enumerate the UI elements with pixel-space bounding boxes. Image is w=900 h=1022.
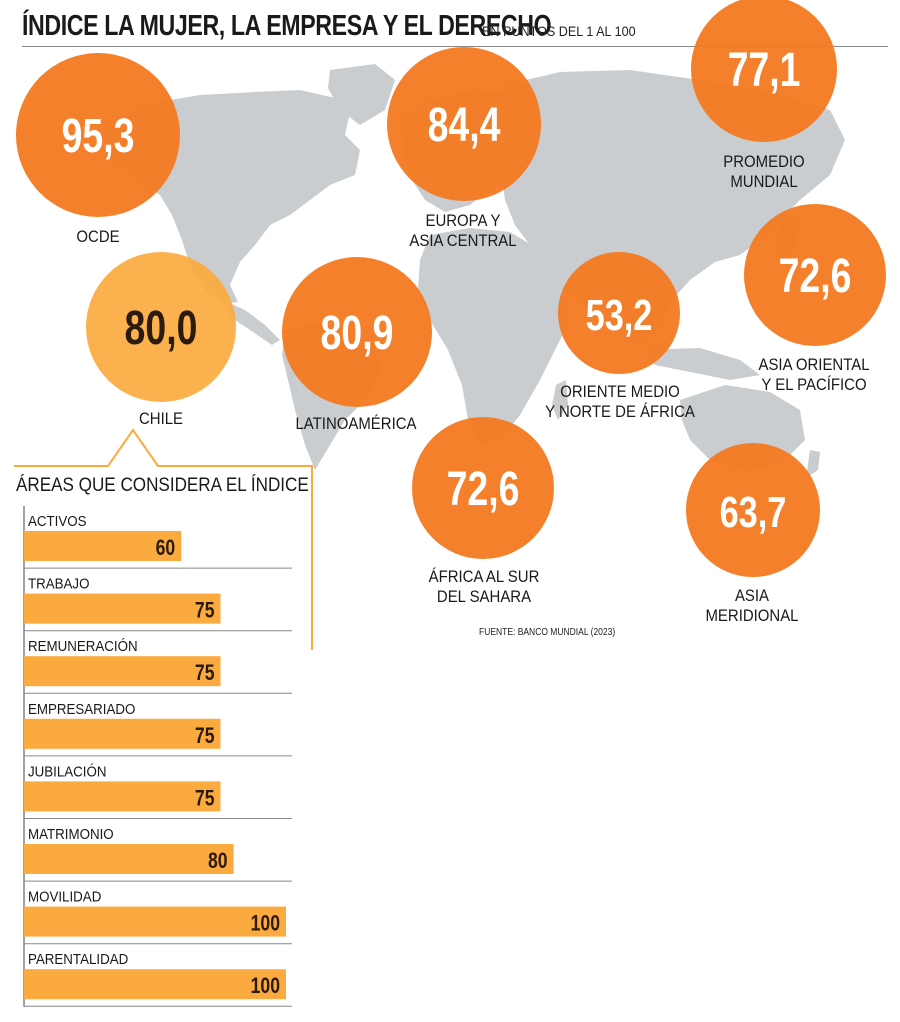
bubble-label: CHILE <box>139 410 183 428</box>
bubble-label: DEL SAHARA <box>437 588 531 606</box>
bubble-latinoamerica: 80,9 LATINOAMÉRICA <box>282 257 432 433</box>
bubble-circle <box>744 204 886 346</box>
bubble-label: EUROPA Y <box>425 212 500 230</box>
bubble-africa-al-sur-del-sahara: 72,6 ÁFRICA AL SUR DEL SAHARA <box>412 417 554 606</box>
bar <box>24 593 221 624</box>
bubble-label: LATINOAMÉRICA <box>296 413 417 433</box>
bubble-chile: 80,0 CHILE <box>86 252 236 428</box>
bubble-value: 80,9 <box>321 307 394 361</box>
bar-row: PARENTALIDAD 100 <box>24 951 292 1007</box>
bar-row: MOVILIDAD 100 <box>24 888 292 945</box>
bar <box>24 656 221 687</box>
bubble-value: 95,3 <box>62 110 135 164</box>
bubble-label: ÁFRICA AL SUR <box>429 566 540 586</box>
bar-value-label: 75 <box>195 724 215 748</box>
bar-row: EMPRESARIADO 75 <box>24 700 292 757</box>
bubble-value: 84,4 <box>428 99 501 153</box>
bubble-circle <box>691 0 837 142</box>
bubble-circle <box>86 252 236 402</box>
bar-category-label: JUBILACIÓN <box>28 763 107 780</box>
bar <box>24 531 182 561</box>
header: ÍNDICE LA MUJER, LA EMPRESA Y EL DERECHO… <box>22 6 888 47</box>
source-note: FUENTE: BANCO MUNDIAL (2023) <box>479 627 616 638</box>
bar-value-label: 60 <box>156 536 176 560</box>
bubble-circle <box>387 47 541 201</box>
bar-category-label: REMUNERACIÓN <box>28 638 138 655</box>
bubble-circle <box>16 53 180 217</box>
bubble-label: MERIDIONAL <box>705 607 798 625</box>
bar-row: REMUNERACIÓN 75 <box>24 638 292 694</box>
bar-value-label: 80 <box>208 849 228 873</box>
bar-row: JUBILACIÓN 75 <box>24 763 292 819</box>
chart-title: ÍNDICE LA MUJER, LA EMPRESA Y EL DERECHO <box>22 10 552 42</box>
bubble-promedio-mundial: 77,1 PROMEDIO MUNDIAL <box>691 0 837 191</box>
bubble-value: 80,0 <box>125 302 198 356</box>
bar <box>24 844 234 874</box>
bubble-circle <box>686 443 820 577</box>
bubble-label: Y NORTE DE ÁFRICA <box>545 401 695 421</box>
bubble-asia-meridional: 63,7 ASIA MERIDIONAL <box>686 443 820 625</box>
chart-subtitle: EN PUNTOS DEL 1 AL 100 <box>482 23 636 39</box>
bubble-value: 53,2 <box>586 291 653 340</box>
bar-category-label: PARENTALIDAD <box>28 951 128 968</box>
bar-value-label: 100 <box>251 912 280 936</box>
bubble-label: ASIA ORIENTAL <box>758 356 869 374</box>
bar-category-label: MOVILIDAD <box>28 888 101 905</box>
bubble-circle <box>282 257 432 407</box>
bar <box>24 969 286 1000</box>
bar <box>24 906 286 937</box>
bubble-label: OCDE <box>76 228 119 246</box>
bubble-label: Y EL PACÍFICO <box>761 374 866 394</box>
bubble-value: 63,7 <box>720 488 787 537</box>
bar-value-label: 100 <box>251 974 280 998</box>
bubble-circle <box>558 252 680 374</box>
bubble-ocde: 95,3 OCDE <box>16 53 180 246</box>
bar <box>24 718 221 749</box>
bar-row: TRABAJO 75 <box>24 575 292 632</box>
bar-row: ACTIVOS 60 <box>24 512 292 569</box>
bar-category-label: MATRIMONIO <box>28 825 114 842</box>
bubble-value: 77,1 <box>728 44 801 98</box>
bubble-label: ASIA <box>735 587 769 605</box>
bubble-circle <box>412 417 554 559</box>
bubble-label: MUNDIAL <box>730 173 797 191</box>
chile-callout-line <box>14 428 313 650</box>
bubble-label: PROMEDIO <box>723 153 804 171</box>
bar-row: MATRIMONIO 80 <box>24 825 292 882</box>
bar-value-label: 75 <box>195 599 215 623</box>
bar-category-label: EMPRESARIADO <box>28 700 136 717</box>
bubble-label: ORIENTE MEDIO <box>560 383 680 401</box>
areas-bar-chart: ÁREAS QUE CONSIDERA EL ÍNDICE ACTIVOS 60 TR… <box>16 474 309 1007</box>
bar <box>24 781 221 812</box>
bubble-europa-y-asia-central: 84,4 EUROPA Y ASIA CENTRAL <box>387 47 541 250</box>
bar-category-label: TRABAJO <box>28 575 90 592</box>
bubble-value: 72,6 <box>447 463 520 517</box>
bubble-value: 72,6 <box>779 250 852 304</box>
bubble-label: ASIA CENTRAL <box>409 232 516 250</box>
region-bubbles: 95,3 OCDE 84,4 EUROPA Y ASIA CENTRAL 77,1 PROM… <box>16 0 886 625</box>
bar-value-label: 75 <box>195 787 215 811</box>
bar-value-label: 75 <box>195 661 215 685</box>
bar-category-label: ACTIVOS <box>28 512 87 529</box>
areas-title: ÁREAS QUE CONSIDERA EL ÍNDICE <box>16 474 309 495</box>
